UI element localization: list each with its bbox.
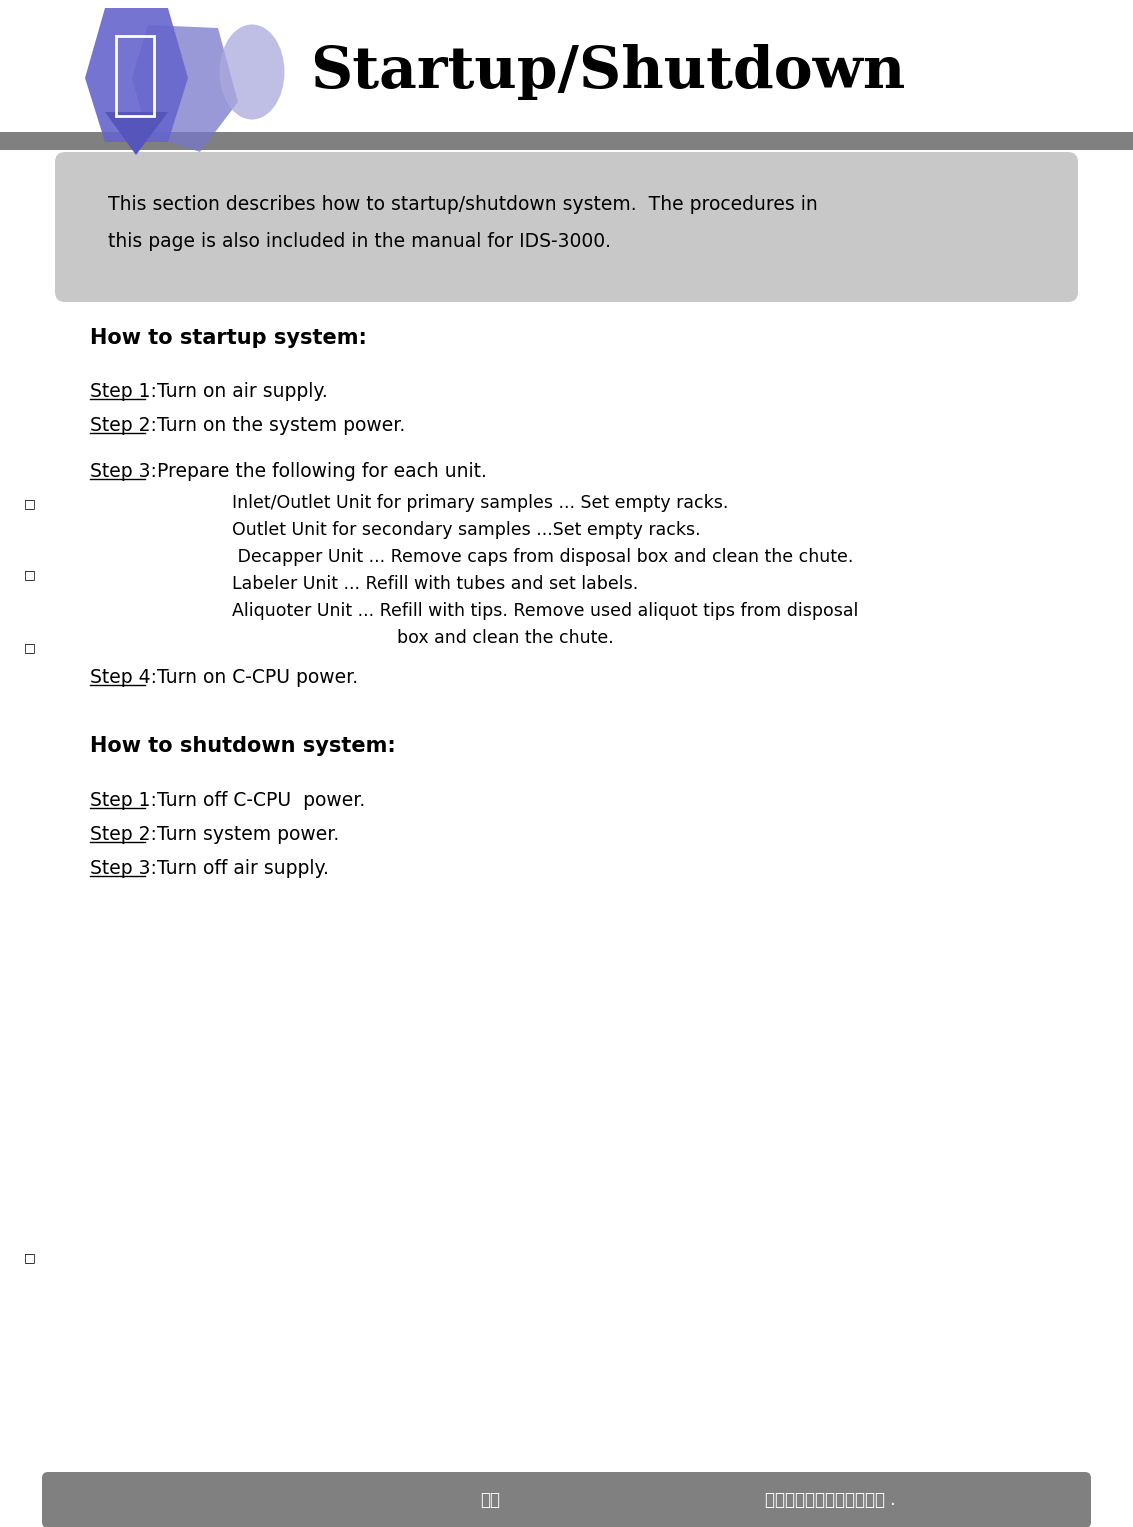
Text: Turn off C-CPU  power.: Turn off C-CPU power. — [145, 791, 365, 809]
Text: Step 2:: Step 2: — [90, 825, 156, 844]
Text: Step 4:: Step 4: — [90, 667, 157, 687]
Text: This section describes how to startup/shutdown system.  The procedures in: This section describes how to startup/sh… — [108, 195, 818, 214]
Bar — [0, 131, 1133, 150]
Text: Step 1:: Step 1: — [90, 382, 156, 402]
Text: □: □ — [24, 641, 36, 655]
Text: Aliquoter Unit ... Refill with tips. Remove used aliquot tips from disposal: Aliquoter Unit ... Refill with tips. Rem… — [232, 602, 859, 620]
Text: □: □ — [24, 568, 36, 582]
Text: Inlet/Outlet Unit for primary samples ... Set empty racks.: Inlet/Outlet Unit for primary samples ..… — [232, 495, 729, 512]
FancyBboxPatch shape — [42, 1472, 1091, 1527]
Bar — [116, 37, 154, 116]
Text: Step 3:: Step 3: — [90, 463, 156, 481]
Text: Prepare the following for each unit.: Prepare the following for each unit. — [145, 463, 486, 481]
Text: Decapper Unit ... Remove caps from disposal box and clean the chute.: Decapper Unit ... Remove caps from dispo… — [232, 548, 853, 567]
Text: Startup/Shutdown: Startup/Shutdown — [310, 44, 905, 99]
Text: Turn on the system power.: Turn on the system power. — [145, 415, 404, 435]
Polygon shape — [133, 24, 238, 153]
Text: Outlet Unit for secondary samples ...Set empty racks.: Outlet Unit for secondary samples ...Set… — [232, 521, 700, 539]
Text: □: □ — [24, 1252, 36, 1264]
Text: ＩＤＳ　Ｃｏ．，　Ｌｔｄ .: ＩＤＳ Ｃｏ．， Ｌｔｄ . — [765, 1490, 895, 1509]
Text: Turn system power.: Turn system power. — [145, 825, 339, 844]
Polygon shape — [85, 8, 188, 142]
FancyBboxPatch shape — [56, 153, 1077, 302]
Text: Turn off air supply.: Turn off air supply. — [145, 860, 329, 878]
Text: box and clean the chute.: box and clean the chute. — [232, 629, 614, 647]
Text: How to startup system:: How to startup system: — [90, 328, 367, 348]
Text: Step 2:: Step 2: — [90, 415, 156, 435]
Text: □: □ — [24, 498, 36, 510]
Text: ー１: ー１ — [480, 1490, 500, 1509]
Text: Step 1:: Step 1: — [90, 791, 156, 809]
Text: Turn on air supply.: Turn on air supply. — [145, 382, 327, 402]
Text: Labeler Unit ... Refill with tubes and set labels.: Labeler Unit ... Refill with tubes and s… — [232, 576, 638, 592]
Text: How to shutdown system:: How to shutdown system: — [90, 736, 395, 756]
Text: this page is also included in the manual for IDS-3000.: this page is also included in the manual… — [108, 232, 611, 250]
Text: Turn on C-CPU power.: Turn on C-CPU power. — [145, 667, 358, 687]
Ellipse shape — [220, 24, 284, 119]
Text: Step 3:: Step 3: — [90, 860, 156, 878]
Polygon shape — [105, 111, 168, 156]
